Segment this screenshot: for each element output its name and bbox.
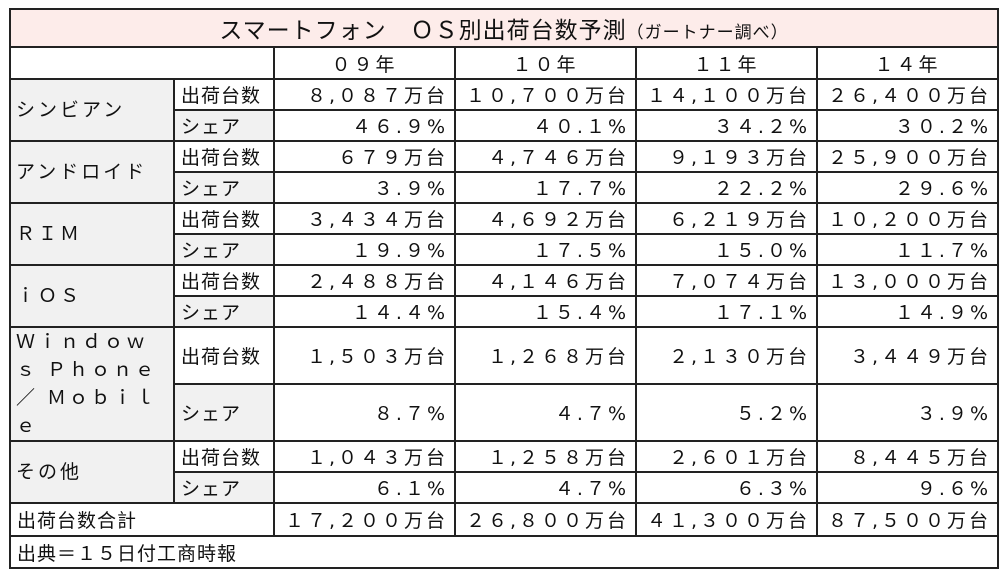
units-value-cell: ２,６０１万台 xyxy=(635,440,818,473)
share-value-cell: ４.７% xyxy=(454,383,637,442)
units-value-cell: ９,１９３万台 xyxy=(635,140,818,173)
share-value-cell: ４０.１% xyxy=(454,109,637,142)
metric-label-share: シェア xyxy=(173,109,275,142)
os-name-cell: シンビアン xyxy=(9,78,175,142)
table-row-share: シェア １４.４% １５.４% １７.１% １４.９% xyxy=(10,295,999,328)
share-value-cell: ４６.９% xyxy=(273,109,456,142)
units-value-cell: ２,４８８万台 xyxy=(273,264,456,297)
share-value-cell: １７.１% xyxy=(635,295,818,328)
table-title: スマートフォン ＯＳ別出荷台数予測 xyxy=(219,18,627,44)
share-value-cell: １４.９% xyxy=(816,295,999,328)
share-value-cell: １７.５% xyxy=(454,233,637,266)
units-value-cell: ３,４４９万台 xyxy=(816,326,999,385)
metric-label-share: シェア xyxy=(173,295,275,328)
share-value-cell: ６.３% xyxy=(635,471,818,504)
os-name-cell: ＲＩＭ xyxy=(9,202,175,266)
os-name-cell: アンドロイド xyxy=(9,140,175,204)
share-value-cell: １５.０% xyxy=(635,233,818,266)
table-row-units: Ｗｉｎｄｏｗｓ Ｐｈｏｎｅ／ Ｍｏｂｉｌｅ 出荷台数 １,５０３万台 １,２６８万台 ２… xyxy=(9,326,999,442)
units-value-cell: １,２５８万台 xyxy=(454,440,637,473)
source-row: 出典＝１５日付工商時報 xyxy=(9,535,999,569)
metric-label-share: シェア xyxy=(173,233,275,266)
share-value-cell: １５.４% xyxy=(454,295,637,328)
metric-label-share: シェア xyxy=(173,383,275,442)
column-header-10: １０年 xyxy=(454,46,637,80)
share-value-cell: ２２.２% xyxy=(635,171,818,204)
smartphone-os-shipment-table: スマートフォン ＯＳ別出荷台数予測（ガートナー調べ） ０９年 １０年 １１年 １… xyxy=(9,8,999,569)
units-value-cell: ２,１３０万台 xyxy=(635,326,818,385)
units-value-cell: ４,７４６万台 xyxy=(454,140,637,173)
units-value-cell: １,５０３万台 xyxy=(273,326,456,385)
table-row-share: シェア ６.１% ４.７% ６.３% ９.６% xyxy=(10,471,999,504)
table-title-cell: スマートフォン ＯＳ別出荷台数予測（ガートナー調べ） xyxy=(9,8,999,48)
units-value-cell: １,２６８万台 xyxy=(454,326,637,385)
metric-label-units: 出荷台数 xyxy=(173,202,275,235)
units-value-cell: ８,０８７万台 xyxy=(273,78,456,111)
table-row-share: シェア ３.９% １７.７% ２２.２% ２９.６% xyxy=(10,171,999,204)
units-value-cell: ４,１４６万台 xyxy=(454,264,637,297)
table-row-units: その他 出荷台数 １,０４３万台 １,２５８万台 ２,６０１万台 ８,４４５万台 xyxy=(9,440,999,504)
column-header-09: ０９年 xyxy=(273,46,456,80)
source-note: 出典＝１５日付工商時報 xyxy=(9,535,999,569)
share-value-cell: ３４.２% xyxy=(635,109,818,142)
share-value-cell: ６.１% xyxy=(273,471,456,504)
units-value-cell: １０,２００万台 xyxy=(816,202,999,235)
units-value-cell: ２５,９００万台 xyxy=(816,140,999,173)
units-value-cell: ４,６９２万台 xyxy=(454,202,637,235)
total-label-cell: 出荷台数合計 xyxy=(9,502,275,537)
share-value-cell: １７.７% xyxy=(454,171,637,204)
metric-label-units: 出荷台数 xyxy=(173,326,275,385)
share-value-cell: ３.９% xyxy=(816,383,999,442)
os-name-cell: Ｗｉｎｄｏｗｓ Ｐｈｏｎｅ／ Ｍｏｂｉｌｅ xyxy=(9,326,175,442)
table-row-share: シェア １９.９% １７.５% １５.０% １１.７% xyxy=(10,233,999,266)
table-row-units: ＲＩＭ 出荷台数 ３,４３４万台 ４,６９２万台 ６,２１９万台 １０,２００万台 xyxy=(9,202,999,266)
total-value-cell: ２６,８００万台 xyxy=(454,502,637,537)
units-value-cell: １０,７００万台 xyxy=(454,78,637,111)
units-value-cell: ７,０７４万台 xyxy=(635,264,818,297)
title-row: スマートフォン ＯＳ別出荷台数予測（ガートナー調べ） xyxy=(9,8,999,48)
units-value-cell: １３,０００万台 xyxy=(816,264,999,297)
total-row: 出荷台数合計 １７,２００万台 ２６,８００万台 ４１,３００万台 ８７,５００万台 xyxy=(9,502,999,537)
table-row-units: シンビアン 出荷台数 ８,０８７万台 １０,７００万台 １４,１００万台 ２６,４００万台 xyxy=(9,78,999,142)
share-value-cell: ５.２% xyxy=(635,383,818,442)
os-name-cell: ｉＯＳ xyxy=(9,264,175,328)
total-value-cell: １７,２００万台 xyxy=(273,502,456,537)
table-row-share: シェア ４６.９% ４０.１% ３４.２% ３０.２% xyxy=(10,109,999,142)
share-value-cell: １１.７% xyxy=(816,233,999,266)
metric-label-units: 出荷台数 xyxy=(173,140,275,173)
share-value-cell: ３.９% xyxy=(273,171,456,204)
share-value-cell: １９.９% xyxy=(273,233,456,266)
units-value-cell: １,０４３万台 xyxy=(273,440,456,473)
total-value-cell: ４１,３００万台 xyxy=(635,502,818,537)
share-value-cell: ３０.２% xyxy=(816,109,999,142)
header-blank-cell xyxy=(9,46,275,80)
total-value-cell: ８７,５００万台 xyxy=(816,502,999,537)
share-value-cell: １４.４% xyxy=(273,295,456,328)
units-value-cell: ８,４４５万台 xyxy=(816,440,999,473)
metric-label-share: シェア xyxy=(173,171,275,204)
table-title-note: （ガートナー調べ） xyxy=(626,23,789,43)
share-value-cell: ８.７% xyxy=(273,383,456,442)
table-row-share: シェア ８.７% ４.７% ５.２% ３.９% xyxy=(10,383,999,442)
units-value-cell: １４,１００万台 xyxy=(635,78,818,111)
os-name-cell: その他 xyxy=(9,440,175,504)
units-value-cell: ３,４３４万台 xyxy=(273,202,456,235)
header-row: ０９年 １０年 １１年 １４年 xyxy=(9,46,999,80)
table-row-units: ｉＯＳ 出荷台数 ２,４８８万台 ４,１４６万台 ７,０７４万台 １３,０００万台 xyxy=(9,264,999,328)
metric-label-share: シェア xyxy=(173,471,275,504)
forecast-table-frame: スマートフォン ＯＳ別出荷台数予測（ガートナー調べ） ０９年 １０年 １１年 １… xyxy=(9,8,999,569)
units-value-cell: ２６,４００万台 xyxy=(816,78,999,111)
metric-label-units: 出荷台数 xyxy=(173,264,275,297)
table-row-units: アンドロイド 出荷台数 ６７９万台 ４,７４６万台 ９,１９３万台 ２５,９００万台 xyxy=(9,140,999,204)
units-value-cell: ６７９万台 xyxy=(273,140,456,173)
units-value-cell: ６,２１９万台 xyxy=(635,202,818,235)
share-value-cell: ４.７% xyxy=(454,471,637,504)
share-value-cell: ９.６% xyxy=(816,471,999,504)
metric-label-units: 出荷台数 xyxy=(173,440,275,473)
column-header-11: １１年 xyxy=(635,46,818,80)
share-value-cell: ２９.６% xyxy=(816,171,999,204)
metric-label-units: 出荷台数 xyxy=(173,78,275,111)
column-header-14: １４年 xyxy=(816,46,999,80)
